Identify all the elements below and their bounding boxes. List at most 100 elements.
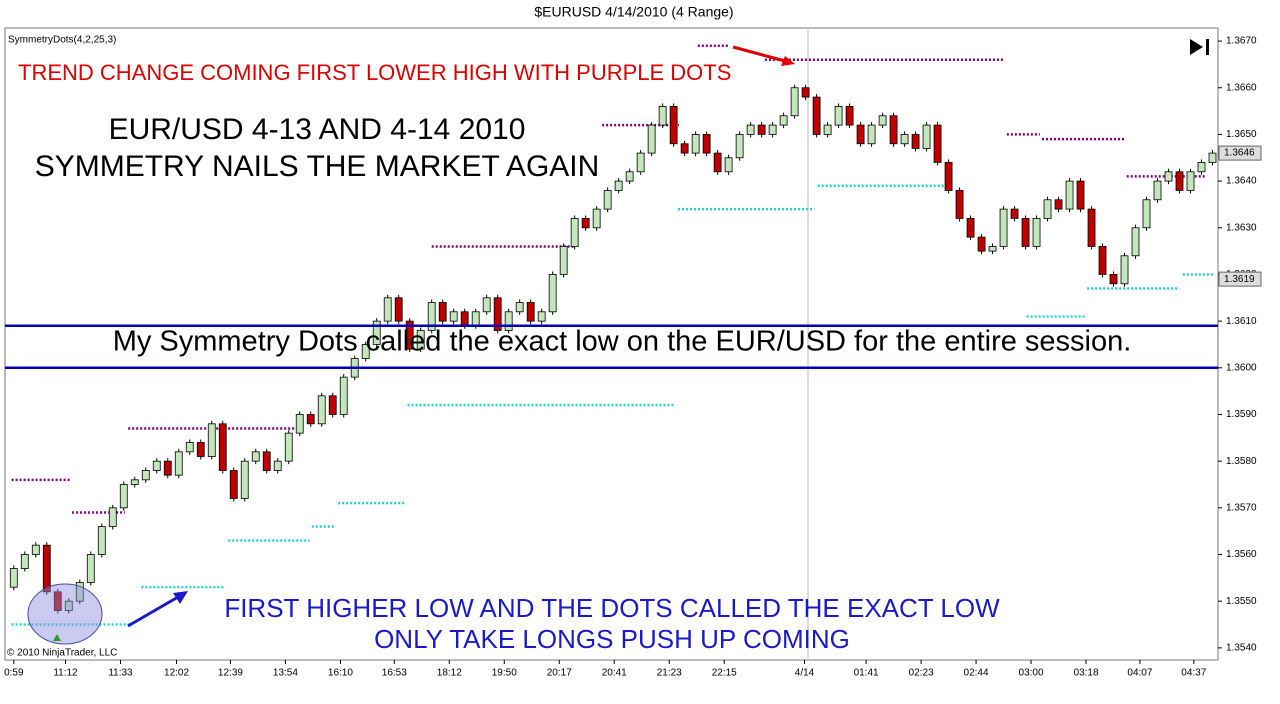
- blue-arrow: [127, 595, 179, 628]
- red-arrowhead: [781, 56, 795, 66]
- candle: [482, 297, 491, 313]
- candle: [141, 470, 150, 481]
- candle: [64, 600, 73, 611]
- x-tick-label: 01:41: [854, 668, 879, 679]
- candle: [724, 157, 733, 173]
- candle: [702, 134, 711, 154]
- x-tick-label: 16:10: [328, 668, 353, 679]
- candle: [75, 582, 84, 602]
- x-tick-label: 18:12: [437, 668, 462, 679]
- candle: [1208, 152, 1217, 163]
- x-tick-label: 03:00: [1019, 668, 1044, 679]
- candle: [339, 376, 348, 415]
- candle: [251, 451, 260, 462]
- candle: [779, 115, 788, 126]
- x-tick-label: 02:44: [964, 668, 989, 679]
- headline: EUR/USD 4-13 AND 4-14 2010: [109, 113, 526, 146]
- candle: [394, 297, 403, 322]
- candle: [20, 554, 29, 569]
- candle: [658, 106, 667, 126]
- candle: [372, 320, 381, 345]
- red-note: TREND CHANGE COMING FIRST LOWER HIGH WIT…: [18, 60, 731, 85]
- y-tick-label: 1.3580: [1226, 456, 1257, 467]
- x-tick-label: 21:23: [657, 668, 682, 679]
- candle: [262, 451, 271, 471]
- candle: [493, 297, 502, 331]
- x-tick-label: 22:15: [712, 668, 737, 679]
- candle: [845, 106, 854, 126]
- candle: [97, 526, 106, 555]
- candle: [207, 423, 216, 457]
- candle: [427, 302, 436, 331]
- blue-arrowhead: [173, 591, 188, 604]
- candle: [460, 311, 469, 327]
- candle: [306, 414, 315, 425]
- indicator-label: SymmetryDots(4,2,25,3): [8, 35, 116, 46]
- x-tick-label: 19:50: [492, 668, 517, 679]
- candle: [537, 311, 546, 322]
- candle: [625, 171, 634, 182]
- price-marker-label: 1.3646: [1224, 148, 1255, 159]
- chart-title: $EURUSD 4/14/2010 (4 Range): [534, 4, 733, 20]
- candle: [130, 479, 139, 485]
- blue-note: FIRST HIGHER LOW AND THE DOTS CALLED THE…: [224, 593, 1000, 623]
- candle: [977, 236, 986, 252]
- y-tick-label: 1.3590: [1226, 409, 1257, 420]
- y-tick-label: 1.3540: [1226, 643, 1257, 654]
- candle: [603, 190, 612, 210]
- candle: [152, 460, 161, 471]
- price-marker: [1218, 271, 1262, 287]
- copyright: © 2010 NinjaTrader, LLC: [7, 648, 117, 659]
- x-tick-label: 04:37: [1181, 668, 1206, 679]
- candle: [1032, 218, 1041, 247]
- candle: [1120, 255, 1129, 285]
- signal-triangle: [53, 634, 61, 641]
- candle: [647, 124, 656, 154]
- candle: [119, 484, 128, 509]
- candle: [526, 302, 535, 322]
- candle: [449, 311, 458, 322]
- x-tick-label: 03:18: [1074, 668, 1099, 679]
- candle: [966, 218, 975, 238]
- candle: [746, 124, 755, 135]
- candle: [438, 302, 447, 322]
- candle: [1043, 199, 1052, 219]
- candle: [53, 591, 62, 611]
- candle: [295, 414, 304, 434]
- candle: [504, 311, 513, 331]
- x-tick-label: 11:12: [53, 668, 78, 679]
- x-tick-label: 12:02: [164, 668, 189, 679]
- candle: [1087, 208, 1096, 247]
- headline: SYMMETRY NAILS THE MARKET AGAIN: [35, 150, 600, 183]
- candle: [548, 274, 557, 313]
- y-tick-label: 1.3650: [1226, 129, 1257, 140]
- candle: [1197, 162, 1206, 173]
- middle-note: My Symmetry Dots called the exact low on…: [113, 326, 1132, 358]
- marks: [5, 44, 1218, 626]
- candle: [900, 134, 909, 145]
- y-tick-label: 1.3560: [1226, 549, 1257, 560]
- x-tick-label: 4/14: [795, 668, 815, 679]
- candle: [284, 432, 293, 462]
- price-marker: [1218, 145, 1262, 161]
- x-tick-label: 11:33: [108, 668, 133, 679]
- candle: [592, 208, 601, 229]
- candle: [614, 180, 623, 191]
- x-tick-label: 20:17: [547, 668, 572, 679]
- candle: [1010, 208, 1019, 219]
- candle: [383, 297, 392, 322]
- y-tick-label: 1.3640: [1226, 176, 1257, 187]
- candle: [955, 190, 964, 219]
- candle: [416, 330, 425, 350]
- candle: [878, 115, 887, 126]
- candle: [515, 302, 524, 313]
- candle: [867, 124, 876, 145]
- candle: [31, 544, 40, 555]
- y-tick-label: 1.3600: [1226, 362, 1257, 373]
- candle: [42, 544, 51, 593]
- candle: [317, 395, 326, 425]
- candle: [922, 124, 931, 149]
- plot-frame: [4, 27, 1219, 661]
- candle: [9, 568, 18, 588]
